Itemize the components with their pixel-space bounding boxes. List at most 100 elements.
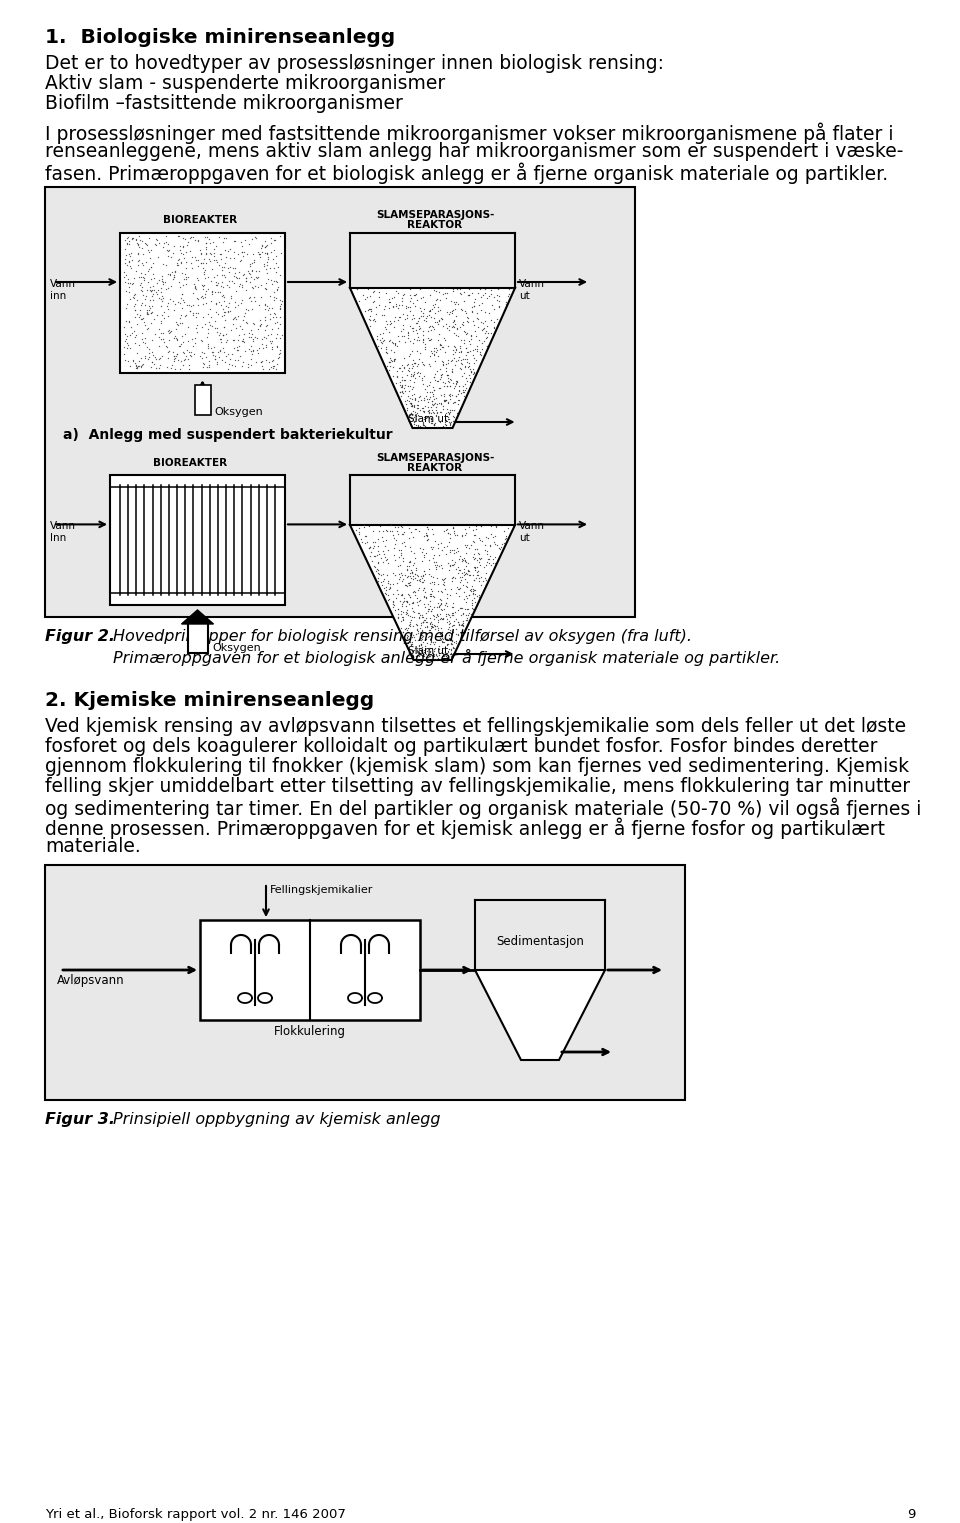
- Point: [270, 315, 285, 340]
- Point: [441, 366, 456, 390]
- Point: [170, 349, 185, 373]
- Point: [175, 282, 190, 306]
- Point: [367, 533, 382, 557]
- Point: [434, 532, 449, 556]
- Point: [457, 347, 472, 372]
- Point: [410, 612, 425, 637]
- Point: [409, 644, 424, 669]
- Point: [249, 265, 264, 289]
- Point: [394, 615, 409, 640]
- Point: [394, 367, 409, 391]
- Point: [447, 550, 463, 574]
- Point: [401, 404, 417, 428]
- Point: [366, 279, 381, 303]
- Point: [212, 340, 228, 364]
- Point: [202, 247, 217, 271]
- Point: [390, 606, 405, 631]
- Point: [467, 542, 482, 567]
- Point: [431, 391, 446, 416]
- Point: [425, 384, 441, 408]
- Point: [203, 241, 218, 265]
- Point: [179, 265, 194, 289]
- Point: [447, 292, 463, 317]
- Point: [382, 291, 397, 315]
- Point: [217, 350, 232, 375]
- Point: [471, 583, 487, 608]
- Point: [451, 379, 467, 404]
- Point: [440, 315, 455, 340]
- Point: [259, 294, 275, 318]
- Point: [414, 623, 429, 647]
- Point: [461, 362, 476, 387]
- Point: [214, 254, 229, 279]
- Point: [444, 631, 459, 655]
- Point: [430, 532, 445, 556]
- Point: [194, 315, 209, 340]
- Point: [458, 603, 473, 627]
- Point: [216, 340, 231, 364]
- Point: [254, 326, 270, 350]
- Point: [439, 582, 454, 606]
- Point: [167, 259, 182, 283]
- Point: [271, 276, 286, 300]
- Point: [391, 545, 406, 570]
- Point: [434, 579, 449, 603]
- Point: [446, 631, 462, 655]
- Point: [479, 314, 494, 338]
- Point: [406, 394, 421, 419]
- Text: Slam ut: Slam ut: [407, 414, 447, 423]
- Text: Avløpsvann: Avløpsvann: [57, 975, 125, 987]
- Point: [409, 647, 424, 672]
- Point: [244, 326, 259, 350]
- Point: [424, 516, 440, 541]
- Point: [444, 641, 459, 666]
- Point: [254, 337, 270, 361]
- Point: [136, 311, 152, 335]
- Point: [381, 350, 396, 375]
- Point: [445, 277, 461, 302]
- Point: [423, 583, 439, 608]
- Point: [420, 615, 435, 640]
- Point: [395, 594, 410, 618]
- Point: [426, 337, 442, 361]
- Point: [367, 544, 382, 568]
- Point: [500, 515, 516, 539]
- Point: [375, 539, 391, 564]
- Point: [191, 254, 206, 279]
- Point: [427, 614, 443, 638]
- Point: [402, 283, 418, 308]
- Point: [487, 551, 502, 576]
- Point: [435, 580, 450, 605]
- Point: [236, 327, 252, 352]
- Point: [411, 404, 426, 428]
- Point: [258, 256, 274, 280]
- Point: [129, 355, 144, 379]
- Point: [129, 340, 144, 364]
- Point: [117, 250, 132, 274]
- Point: [156, 321, 171, 346]
- Point: [265, 295, 280, 320]
- Point: [434, 631, 449, 655]
- Point: [445, 376, 461, 401]
- Point: [438, 413, 453, 437]
- Point: [357, 286, 372, 311]
- Point: [416, 591, 431, 615]
- Point: [441, 640, 456, 664]
- Point: [408, 644, 423, 669]
- Point: [420, 527, 435, 551]
- Point: [264, 355, 279, 379]
- Point: [252, 314, 268, 338]
- Point: [443, 384, 458, 408]
- Point: [423, 629, 439, 653]
- Point: [209, 352, 225, 376]
- Point: [122, 244, 137, 268]
- Point: [452, 583, 468, 608]
- Point: [246, 312, 261, 337]
- Point: [399, 303, 415, 327]
- Point: [438, 413, 453, 437]
- Point: [401, 379, 417, 404]
- Point: [450, 349, 466, 373]
- Point: [443, 539, 458, 564]
- Point: [389, 586, 404, 611]
- Point: [403, 361, 419, 385]
